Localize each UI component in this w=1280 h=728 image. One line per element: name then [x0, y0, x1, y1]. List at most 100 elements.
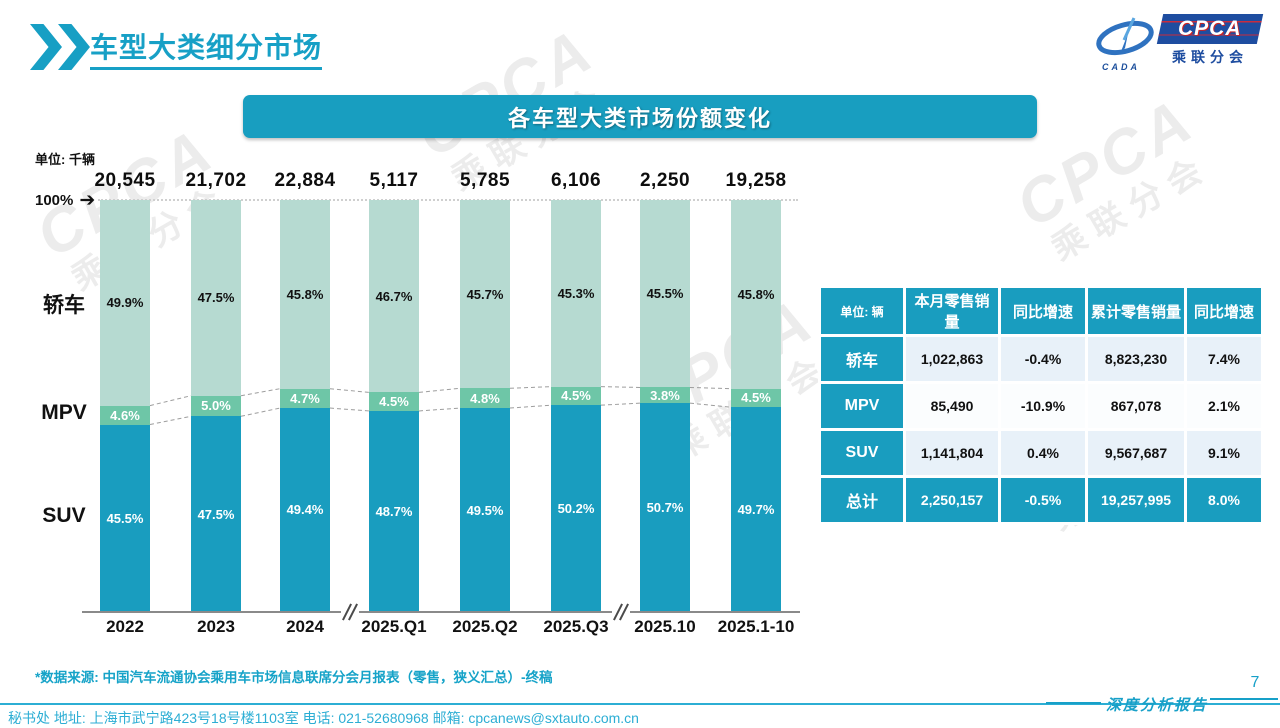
segment-value-label: 4.7%	[290, 390, 320, 406]
chevron-right-icon	[30, 24, 62, 70]
segment-value-label: 45.8%	[737, 286, 775, 302]
x-axis-tick-label: 2025.Q1	[361, 617, 427, 636]
bar-segment-MPV: 3.8%	[640, 387, 690, 404]
cpca-acronym-text: CPCA	[1178, 17, 1242, 40]
watermark-text: CPCA	[405, 15, 606, 172]
connector-line	[240, 407, 281, 417]
table-column-header: 同比增速	[1001, 288, 1085, 334]
footer-contact-info: 秘书处 地址: 上海市武宁路423号18号楼1103室 电话: 021-5268…	[8, 710, 639, 726]
connector-line	[149, 415, 192, 426]
x-axis-tick-label: 2022	[106, 617, 144, 636]
segment-value-label: 45.5%	[106, 510, 144, 526]
segment-value-label: 49.5%	[466, 502, 504, 518]
segment-value-label: 49.9%	[106, 295, 144, 311]
footer-divider	[0, 703, 1280, 705]
segment-value-label: 5.0%	[201, 398, 231, 414]
connector-line	[329, 388, 370, 393]
stacked-bar: 47.5% 5.0% 47.5%	[191, 200, 241, 612]
segment-value-label: 3.8%	[650, 387, 680, 403]
segment-value-label: 4.8%	[470, 390, 500, 406]
segment-value-label: 50.7%	[646, 500, 684, 516]
x-axis-tick-label: 2025.10	[634, 617, 696, 636]
connector-line	[689, 386, 732, 390]
bar-segment-轿车: 45.7%	[460, 200, 510, 389]
table-row-label: MPV	[821, 384, 903, 428]
stacked-bar: 45.3% 4.5% 50.2%	[551, 200, 601, 612]
stacked-bar: 49.9% 4.6% 45.5%	[100, 200, 150, 612]
connector-line	[240, 388, 281, 397]
bar-segment-轿车: 49.9%	[100, 200, 150, 406]
chart-title-banner: 各车型大类市场份额变化	[243, 95, 1037, 138]
bar-total-label: 20,545	[94, 170, 156, 191]
bar-segment-MPV: 4.5%	[551, 386, 601, 406]
segment-value-label: 46.7%	[375, 288, 413, 304]
segment-value-label: 4.6%	[110, 407, 140, 423]
bar-total-label: 6,106	[550, 170, 602, 191]
page-title: 车型大类细分市场	[90, 26, 323, 70]
table-cell: -0.5%	[1001, 478, 1085, 522]
table-row-label: 轿车	[821, 337, 903, 381]
bar-segment-SUV: 48.7%	[369, 410, 419, 612]
table-row-label: 总计	[821, 478, 903, 522]
bar-segment-轿车: 45.5%	[640, 200, 690, 388]
bar-total-label: 2,250	[639, 170, 691, 191]
table-header-row: 单位: 辆本月零售销量 同比增速 累计零售销量 同比增速	[821, 288, 1261, 334]
bar-segment-SUV: 47.5%	[191, 416, 241, 612]
chart-title: 各车型大类市场份额变化	[507, 105, 772, 131]
table-cell: 7.4%	[1187, 337, 1261, 381]
cada-ellipse-icon: CADA	[1094, 14, 1156, 72]
stacked-bar: 45.5% 3.8% 50.7%	[640, 200, 690, 612]
stacked-bar: 46.7% 4.5% 48.7%	[369, 200, 419, 612]
x-axis-line	[82, 611, 800, 613]
bar-total-label: 5,117	[369, 170, 419, 191]
hundred-percent-text: 100%	[35, 192, 74, 209]
table-cell: 2,250,157	[906, 478, 998, 522]
segment-value-label: 49.7%	[737, 502, 775, 518]
table-cell: 1,022,863	[906, 337, 998, 381]
x-axis-tick-label: 2023	[197, 617, 235, 636]
x-axis-tick-label: 2025.Q2	[452, 617, 518, 636]
report-label-dash	[1210, 698, 1278, 700]
x-axis-tick-label: 2025.Q3	[543, 617, 609, 636]
bar-total-label: 19,258	[725, 170, 787, 191]
bar-segment-SUV: 45.5%	[100, 424, 150, 612]
bar-segment-MPV: 4.6%	[100, 405, 150, 425]
table-row: 轿车 1,022,863 -0.4% 8,823,230 7.4%	[821, 337, 1261, 381]
report-label-dash	[1046, 702, 1101, 704]
table-cell: -10.9%	[1001, 384, 1085, 428]
bar-segment-轿车: 45.8%	[280, 200, 330, 389]
hundred-percent-marker: 100% ➔	[35, 191, 95, 210]
connector-line	[149, 395, 192, 407]
stacked-bar: 45.7% 4.8% 49.5%	[460, 200, 510, 612]
series-label-MPV: MPV	[41, 401, 87, 425]
axis-break-icon	[340, 603, 359, 621]
table-cell: -0.4%	[1001, 337, 1085, 381]
bar-segment-轿车: 45.3%	[551, 200, 601, 387]
segment-value-label: 45.3%	[557, 285, 595, 301]
segment-value-label: 49.4%	[286, 502, 324, 518]
cpca-acronym: CPCA	[1156, 14, 1264, 44]
series-label-SUV: SUV	[42, 504, 86, 528]
x-axis-tick-label: 2025.1-10	[717, 617, 795, 636]
bar-total-label: 21,702	[185, 170, 247, 191]
connector-line	[509, 386, 552, 389]
bar-segment-轿车: 47.5%	[191, 200, 241, 396]
segment-value-label: 47.5%	[197, 290, 235, 306]
bar-segment-MPV: 4.5%	[369, 392, 419, 411]
report-type-label: 深度分析报告	[1106, 696, 1209, 714]
table-unit-header: 单位: 辆	[821, 288, 903, 334]
cada-label: CADA	[1102, 62, 1140, 72]
connector-line	[418, 407, 461, 412]
bar-segment-SUV: 49.7%	[731, 407, 781, 612]
table-column-header: 同比增速	[1187, 288, 1261, 334]
table-cell: 19,257,995	[1088, 478, 1184, 522]
data-source-footnote: *数据来源: 中国汽车流通协会乘用车市场信息联席分会月报表（零售，狭义汇总）-终…	[35, 670, 553, 685]
table-cell: 85,490	[906, 384, 998, 428]
chevron-right-icon	[58, 24, 90, 70]
x-axis-tick-label: 2024	[286, 617, 324, 636]
table-cell: 2.1%	[1187, 384, 1261, 428]
table-cell: 1,141,804	[906, 431, 998, 475]
connector-line	[600, 402, 641, 406]
cpca-wordmark: CPCA 乘联分会	[1156, 14, 1264, 67]
